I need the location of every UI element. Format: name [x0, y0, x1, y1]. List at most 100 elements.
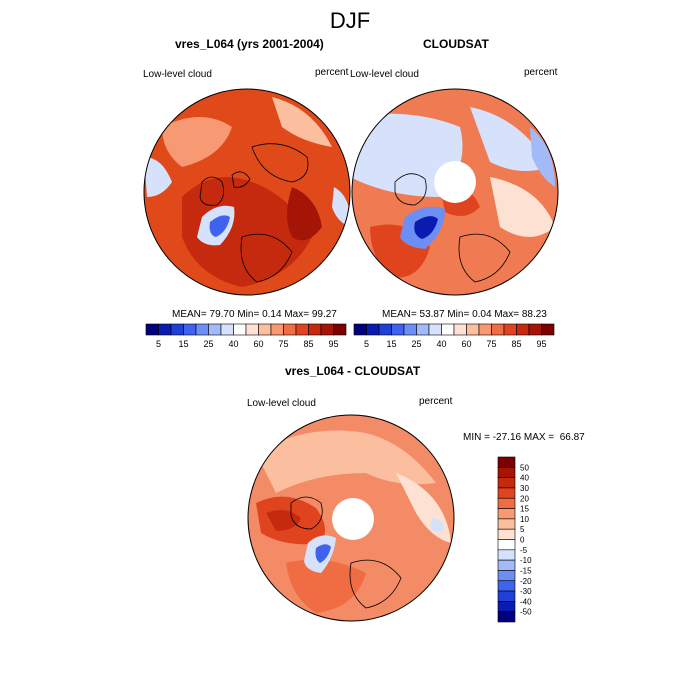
panel-1-colorbar-swatch — [195, 323, 209, 336]
panel-2-map — [351, 88, 559, 296]
panel-3-colorbar-swatch — [497, 508, 516, 520]
panel-2-colorbar-swatch — [466, 323, 480, 336]
panel-3-colorbar-tick-label: 50 — [520, 463, 529, 472]
panel-2-colorbar-swatch — [441, 323, 455, 336]
panel-2-colorbar-swatch — [416, 323, 430, 336]
panel-3-region-dark-2 — [266, 509, 301, 531]
panel-1-colorbar-swatch — [158, 323, 172, 336]
panel-3-colorbar-swatch — [497, 487, 516, 499]
panel-2-colorbar-tick-label: 85 — [511, 339, 521, 349]
panel-3-colorbar-tick-label: -15 — [520, 566, 532, 575]
panel-2-title: CLOUDSAT — [423, 37, 489, 51]
panel-1-colorbar-swatch — [183, 323, 197, 336]
panel-3-coastline-europe — [290, 496, 323, 530]
panel-2-colorbar-swatch — [391, 323, 405, 336]
panel-2-colorbar-swatch — [491, 323, 505, 336]
panel-1-variable-label: Low-level cloud — [143, 69, 212, 80]
panel-1-region-light — [162, 117, 232, 167]
panel-1-colorbar-tick-label: 75 — [278, 339, 288, 349]
panel-2-colorbar: 5 15 25 40 60 75 85 95 — [353, 323, 555, 349]
panel-3-colorbar-tick-label: 30 — [520, 484, 529, 493]
panel-3-colorbar-tick-label: -20 — [520, 577, 532, 586]
panel-1-min-label: Min= — [237, 309, 260, 320]
panel-2-max-value: 88.23 — [521, 309, 547, 320]
panel-3-map — [247, 414, 455, 622]
panel-3-colorbar-tick-label: 0 — [520, 536, 525, 545]
panel-1-colorbar-swatch — [258, 323, 272, 336]
panel-3-map-outline — [247, 414, 455, 622]
panel-1-colorbar-tick-label: 60 — [253, 339, 263, 349]
panel-2-coastline-america — [458, 233, 511, 283]
panel-3-colorbar-tick-label: 15 — [520, 505, 529, 514]
panel-3-colorbar-swatch — [497, 518, 516, 530]
panel-2-stats: MEAN= 53.87 Min= 0.04 Max= 88.23 — [382, 309, 547, 320]
panel-3-colorbar-swatch — [497, 601, 516, 612]
panel-2-units-label: percent — [524, 67, 558, 78]
panel-2-colorbar-swatch — [528, 323, 542, 336]
panel-2-region-pale-blue-2 — [470, 107, 550, 171]
panel-3-colorbar-swatch — [497, 559, 516, 571]
panel-1-region-dark — [182, 177, 312, 287]
panel-2-colorbar-swatch — [516, 323, 530, 336]
panel-1-mean-label: MEAN= — [172, 309, 207, 320]
panel-3-colorbar-tick-label: 20 — [520, 494, 529, 503]
panel-3-colorbar-swatch — [497, 528, 516, 540]
panel-3-title: vres_L064 - CLOUDSAT — [285, 364, 421, 378]
panel-3-colorbar-tick-label: -40 — [520, 597, 532, 606]
panel-1-colorbar-swatch — [270, 323, 284, 336]
panel-3-colorbar-swatch — [497, 611, 516, 623]
panel-1-greenland-core — [209, 215, 230, 237]
panel-3-coastline-america — [349, 559, 402, 609]
panel-1-colorbar: 5 15 25 40 60 75 85 95 — [145, 323, 347, 349]
panel-3-colorbar-tick-label: -10 — [520, 556, 532, 565]
panel-2-colorbar-tick-label: 60 — [461, 339, 471, 349]
panel-1-colorbar-tick-label: 15 — [178, 339, 188, 349]
panel-3-colorbar-tick-label: -5 — [520, 546, 528, 555]
panel-1-region-dark-2 — [287, 187, 322, 241]
panel-2-mean-value: 53.87 — [419, 309, 445, 320]
panel-1-coastline-america — [240, 233, 293, 283]
panel-2-colorbar-swatch — [478, 323, 492, 336]
panel-1-colorbar-tick-label: 40 — [228, 339, 238, 349]
panel-2-colorbar-swatch — [366, 323, 380, 336]
panel-2-colorbar-tick-label: 95 — [536, 339, 546, 349]
panel-2-colorbar-tick-label: 40 — [436, 339, 446, 349]
panel-2-colorbar-tick-label: 15 — [386, 339, 396, 349]
panel-3-colorbar-swatch — [497, 467, 516, 478]
panel-3-region-pale — [256, 430, 436, 493]
panel-1-mean-value: 79.70 — [209, 309, 235, 320]
panel-1-colorbar-swatch — [295, 323, 309, 336]
panel-1-coastline-europe — [199, 171, 251, 206]
panel-1-region-pale-blue-2 — [332, 187, 350, 227]
panel-3-colorbar-swatch — [497, 570, 516, 582]
panel-2-colorbar-swatch — [453, 323, 467, 336]
panel-2-coastline-europe — [394, 173, 427, 206]
panel-2-colorbar-tick-label: 25 — [411, 339, 421, 349]
panel-3-colorbar-tick-label: -30 — [520, 587, 532, 596]
panel-3-colorbar-swatch — [497, 580, 516, 592]
panel-3-colorbar-swatch — [497, 477, 516, 489]
panel-1-colorbar-swatch — [245, 323, 259, 336]
panel-2-colorbar-swatch — [403, 323, 417, 336]
panel-1-colorbar-tick-label: 85 — [303, 339, 313, 349]
panel-1-colorbar-swatch — [170, 323, 184, 336]
panel-3-colorbar-swatch — [497, 497, 516, 509]
panel-1-title: vres_L064 (yrs 2001-2004) — [175, 37, 324, 51]
panel-1-colorbar-swatch — [208, 323, 222, 336]
panel-2-mean-label: MEAN= — [382, 309, 417, 320]
panel-1-colorbar-swatch — [308, 323, 322, 336]
panel-2-colorbar-tick-label: 75 — [486, 339, 496, 349]
panel-1-region-pale-blue — [144, 157, 172, 197]
panel-1-max-value: 99.27 — [311, 309, 337, 320]
panel-3-pole-hole — [332, 498, 374, 540]
panel-1-colorbar-swatch — [320, 323, 334, 336]
panel-1-colorbar-tick-label: 5 — [156, 339, 161, 349]
panel-3-colorbar-tick-label: 10 — [520, 515, 529, 524]
panel-2-region-light-blue — [530, 127, 555, 187]
panel-3-stats: MIN = -27.16 MAX = 66.87 — [463, 432, 585, 443]
panel-1-colorbar-tick-label: 95 — [328, 339, 338, 349]
panel-1-max-label: Max= — [284, 309, 310, 320]
panel-1-min-value: 0.14 — [262, 309, 282, 320]
panel-1-colorbar-tick-label: 25 — [203, 339, 213, 349]
